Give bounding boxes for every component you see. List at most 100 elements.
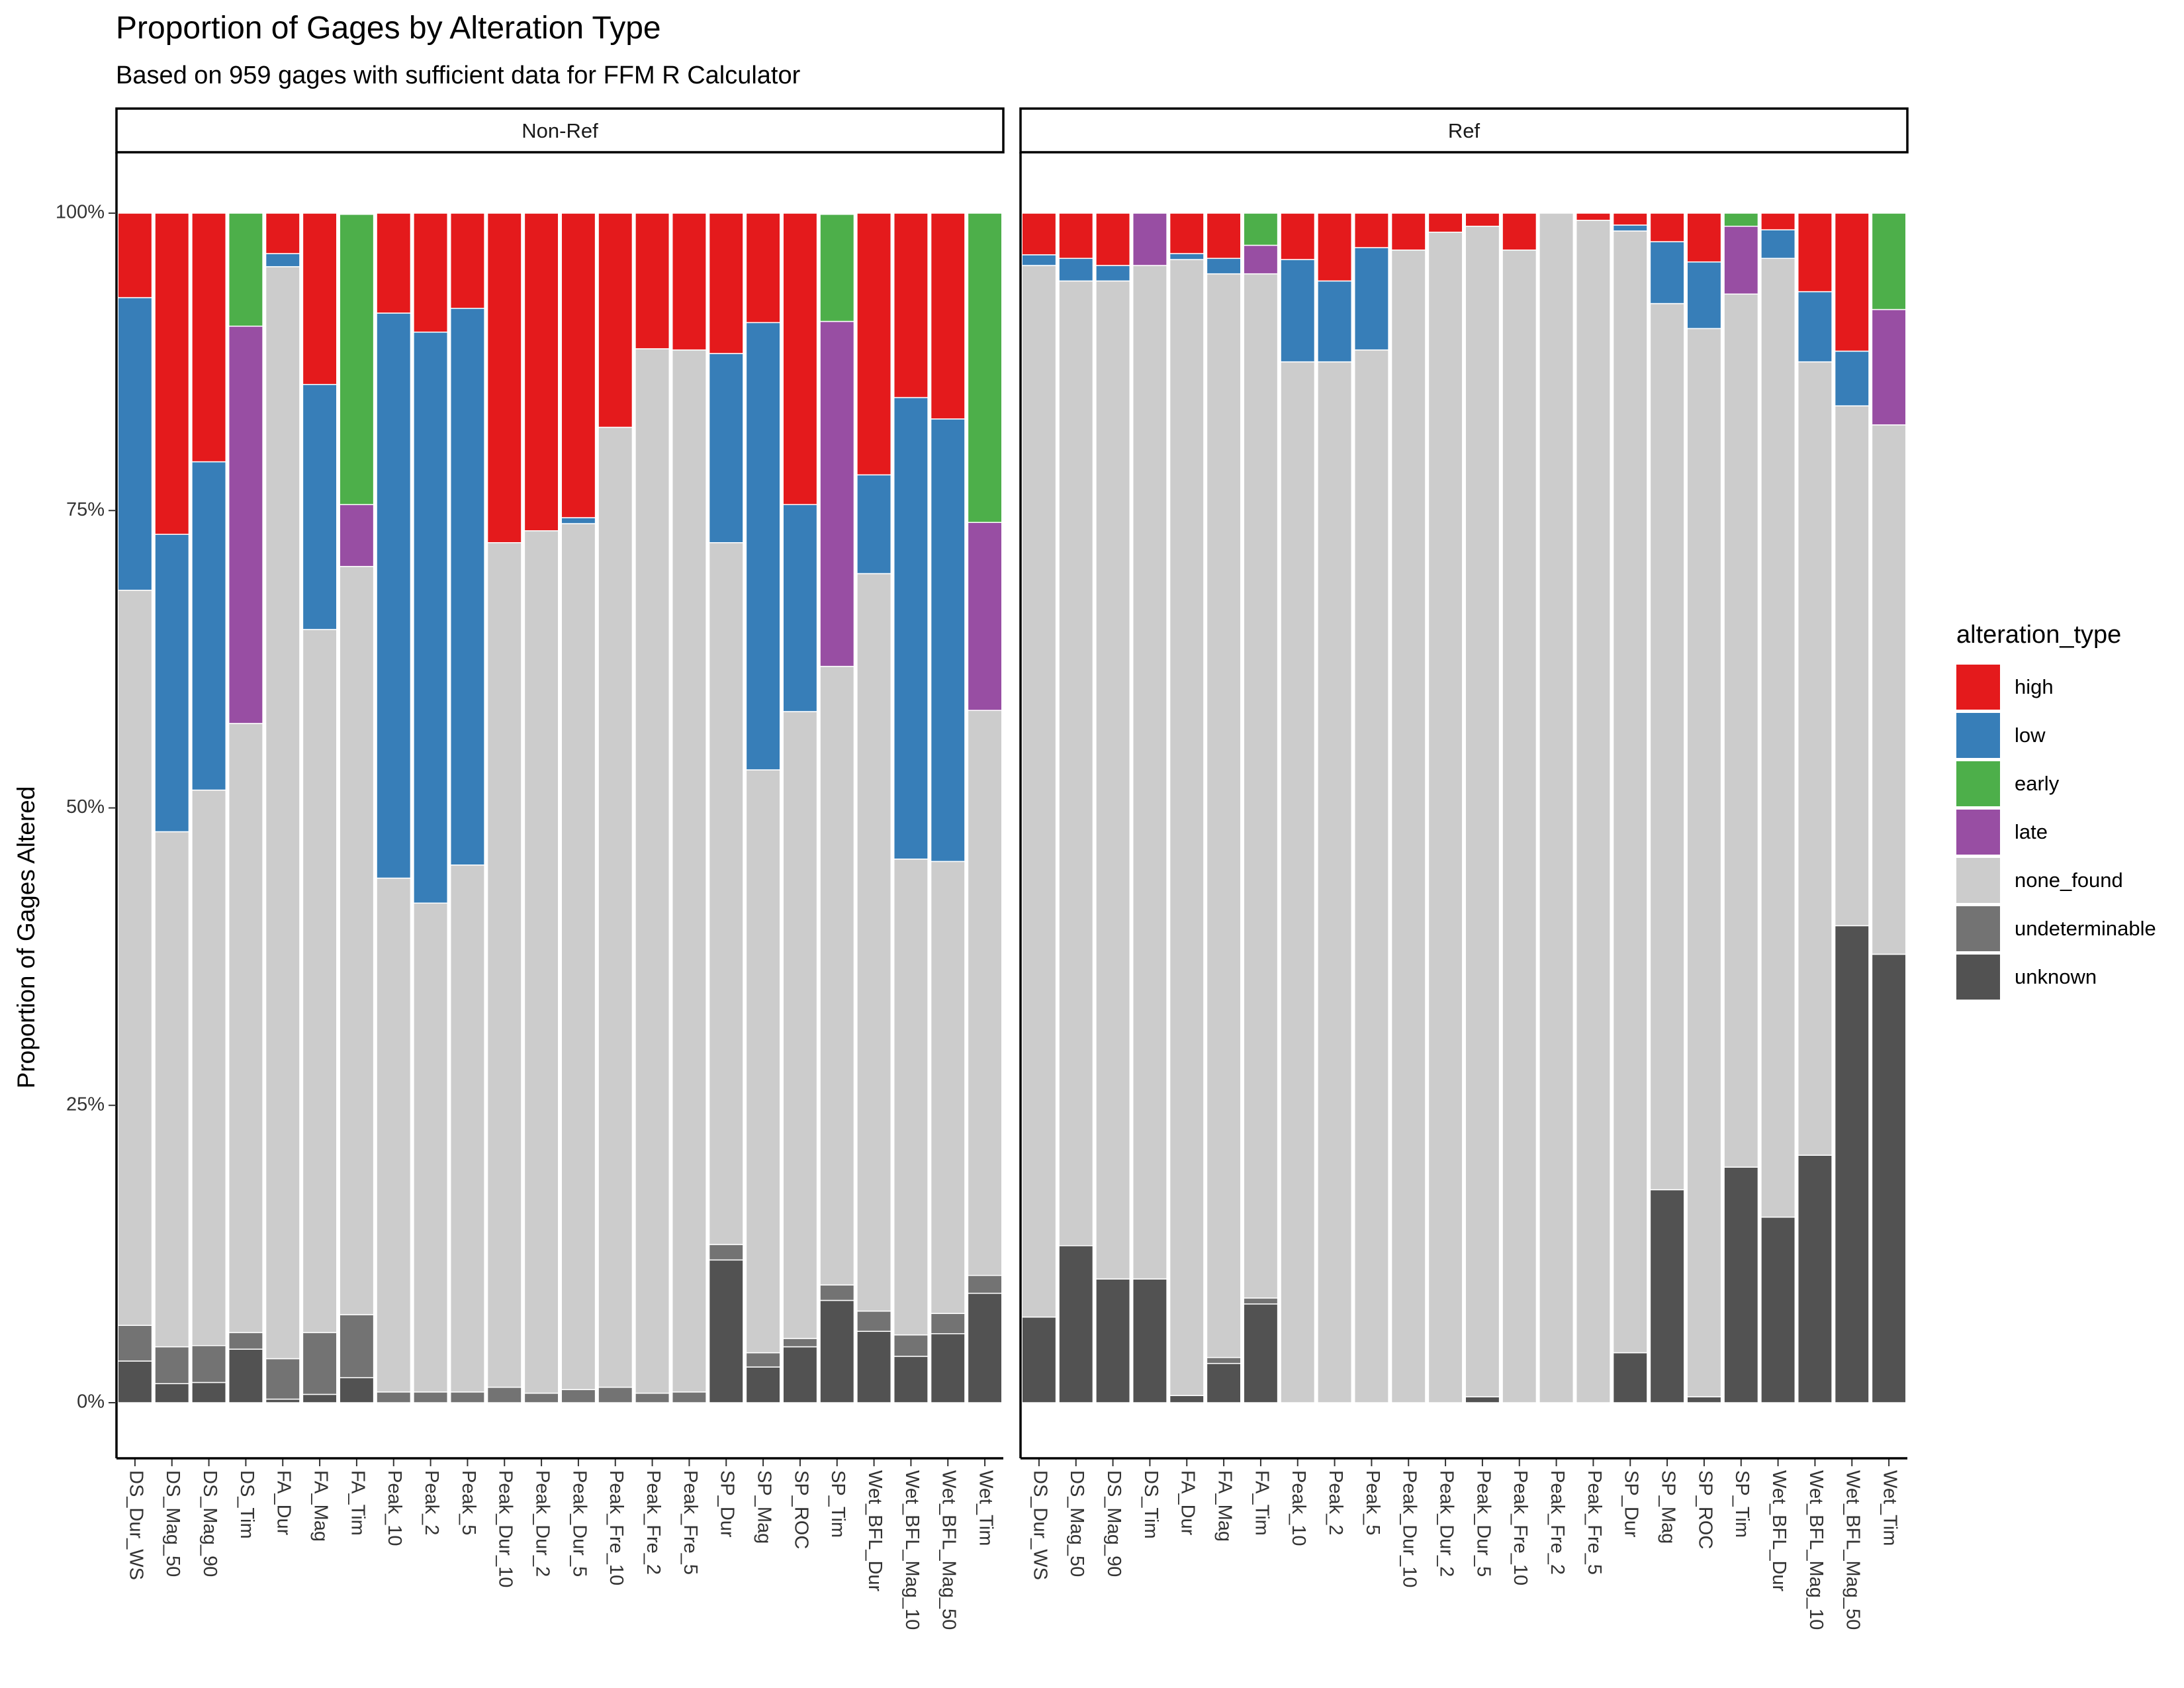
legend-label-low: low	[2015, 724, 2046, 747]
bar-Peak_Dur_2-high	[1428, 212, 1463, 233]
panel-non-ref: Non-Ref DS_Dur_WS DS_Mag_50 DS_Mag_90 DS_Tim…	[56, 107, 1005, 1630]
bar-Wet_BFL_Dur-high	[1760, 212, 1796, 230]
legend-label-early: early	[2015, 772, 2060, 795]
bar-FA_Dur-low	[265, 253, 300, 267]
bar-SP_Dur-unknown	[708, 1259, 744, 1403]
bar-SP_Dur-none_found	[1612, 230, 1648, 1354]
x-tick-label: Wet_BFL_Dur	[1768, 1470, 1790, 1592]
bar-DS_Mag_50-low	[1058, 258, 1094, 282]
legend-label-undeterminable: undeterminable	[2015, 917, 2156, 940]
y-tick-label: 75%	[66, 499, 105, 520]
y-tick-label: 25%	[66, 1094, 105, 1115]
bar-DS_Tim-none_found	[1132, 265, 1167, 1280]
bar-Peak_2-low	[413, 331, 449, 904]
bar-SP_Dur-undeterminable	[708, 1244, 744, 1261]
bar-FA_Tim-early	[339, 214, 375, 506]
x-tick-label: Wet_BFL_Mag_50	[938, 1470, 960, 1630]
x-tick-label: Peak_Dur_5	[569, 1470, 590, 1577]
bar-Peak_Dur_2-none_found	[523, 530, 559, 1394]
y-tick-label: 0%	[77, 1391, 105, 1413]
bar-DS_Tim-none_found	[228, 723, 263, 1333]
legend-key-unknown	[1956, 955, 2000, 1000]
bar-SP_Mag-high	[745, 212, 781, 324]
x-tick-label: Peak_Dur_5	[1473, 1470, 1494, 1577]
bar-FA_Tim-undeterminable	[339, 1314, 375, 1379]
bar-Wet_Tim-unknown	[967, 1292, 1003, 1403]
bar-Peak_2-undeterminable	[413, 1391, 449, 1403]
bar-Wet_BFL_Dur-low	[1760, 229, 1796, 259]
bar-Peak_Dur_10-high	[486, 212, 522, 543]
bar-Peak_5-high	[1353, 212, 1389, 248]
bar-DS_Mag_90-high	[191, 212, 227, 463]
bar-Peak_Dur_5-none_found	[1465, 226, 1500, 1397]
bar-Peak_2-low	[1317, 280, 1353, 363]
legend-label-none_found: none_found	[2015, 868, 2123, 892]
bar-Wet_BFL_Mag_50-low	[1834, 350, 1870, 406]
bar-SP_Tim-undeterminable	[819, 1284, 855, 1301]
bar-FA_Tim-late	[339, 504, 375, 567]
bar-Peak_Dur_5-low	[561, 517, 596, 524]
bar-Peak_Fre_2-none_found	[1539, 212, 1574, 1403]
bar-Peak_2-high	[413, 212, 449, 333]
bar-Peak_10-none_found	[376, 877, 412, 1393]
bar-Wet_BFL_Mag_10-none_found	[893, 859, 929, 1336]
bar-DS_Mag_90-none_found	[1095, 280, 1131, 1280]
legend-label-unknown: unknown	[2015, 965, 2097, 988]
bar-Wet_BFL_Mag_10-unknown	[1797, 1154, 1833, 1403]
x-tick-label: Peak_Fre_10	[606, 1470, 627, 1585]
x-tick-label: Peak_5	[1362, 1470, 1383, 1535]
bar-FA_Dur-undeterminable	[265, 1358, 300, 1400]
bar-Peak_Fre_10-high	[598, 212, 633, 428]
x-tick-label: Peak_Fre_10	[1510, 1470, 1531, 1585]
bar-FA_Mag-unknown	[1206, 1362, 1242, 1403]
bar-Wet_BFL_Dur-none_found	[856, 573, 892, 1312]
bar-Wet_BFL_Dur-low	[856, 474, 892, 575]
y-tick-label: 100%	[56, 202, 105, 223]
bar-DS_Dur_WS-low	[117, 297, 153, 591]
bar-Wet_BFL_Mag_10-unknown	[893, 1356, 929, 1403]
bar-Peak_5-low	[1353, 247, 1389, 351]
bar-Peak_10-low	[1280, 259, 1316, 363]
legend-title: alteration_type	[1956, 621, 2121, 649]
legend: alteration_type high low early late none_fou…	[1956, 621, 2156, 1000]
bar-Peak_Fre_10-high	[1502, 212, 1537, 251]
x-tick-label: Wet_Tim	[1879, 1470, 1900, 1546]
bar-DS_Mag_90-undeterminable	[191, 1344, 227, 1383]
legend-key-none_found	[1956, 858, 2000, 903]
bar-Peak_Dur_10-none_found	[1390, 249, 1426, 1403]
bar-SP_Tim-unknown	[819, 1299, 855, 1403]
bar-DS_Dur_WS-unknown	[1021, 1316, 1057, 1403]
legend-key-undeterminable	[1956, 906, 2000, 951]
bar-FA_Mag-high	[1206, 212, 1242, 259]
bars	[1021, 212, 1907, 1403]
bar-SP_Tim-early	[819, 214, 855, 322]
x-tick-label: SP_Mag	[753, 1470, 774, 1544]
bar-FA_Tim-undeterminable	[1243, 1297, 1279, 1305]
x-tick-label: FA_Tim	[1251, 1470, 1272, 1536]
bar-Peak_Dur_5-unknown	[1465, 1396, 1500, 1403]
bar-FA_Mag-low	[1206, 258, 1242, 275]
bar-SP_Dur-unknown	[1612, 1352, 1648, 1403]
bar-SP_Mag-unknown	[745, 1366, 781, 1403]
x-tick-label: Peak_Fre_5	[1584, 1470, 1605, 1575]
bar-Peak_2-none_found	[413, 902, 449, 1393]
bar-FA_Dur-high	[1169, 212, 1205, 254]
x-tick-label: DS_Mag_90	[199, 1470, 220, 1577]
x-tick-label: SP_Dur	[1621, 1470, 1642, 1538]
bar-Peak_5-high	[449, 212, 485, 309]
x-tick-label: Wet_BFL_Mag_10	[901, 1470, 923, 1630]
x-tick-label: Peak_5	[458, 1470, 479, 1535]
bar-Wet_BFL_Dur-unknown	[1760, 1216, 1796, 1403]
legend-key-late	[1956, 810, 2000, 855]
bar-DS_Dur_WS-high	[1021, 212, 1057, 256]
bar-DS_Mag_90-low	[191, 461, 227, 791]
bar-DS_Mag_50-unknown	[1058, 1245, 1094, 1403]
bar-Wet_Tim-late	[967, 522, 1003, 711]
bar-FA_Mag-low	[302, 384, 338, 630]
bar-Peak_Fre_10-undeterminable	[598, 1386, 633, 1403]
bar-Wet_BFL_Mag_50-high	[1834, 212, 1870, 352]
bar-Wet_Tim-unknown	[1871, 953, 1907, 1403]
bar-Wet_BFL_Mag_50-none_found	[930, 861, 966, 1314]
bar-Wet_Tim-none_found	[967, 710, 1003, 1276]
